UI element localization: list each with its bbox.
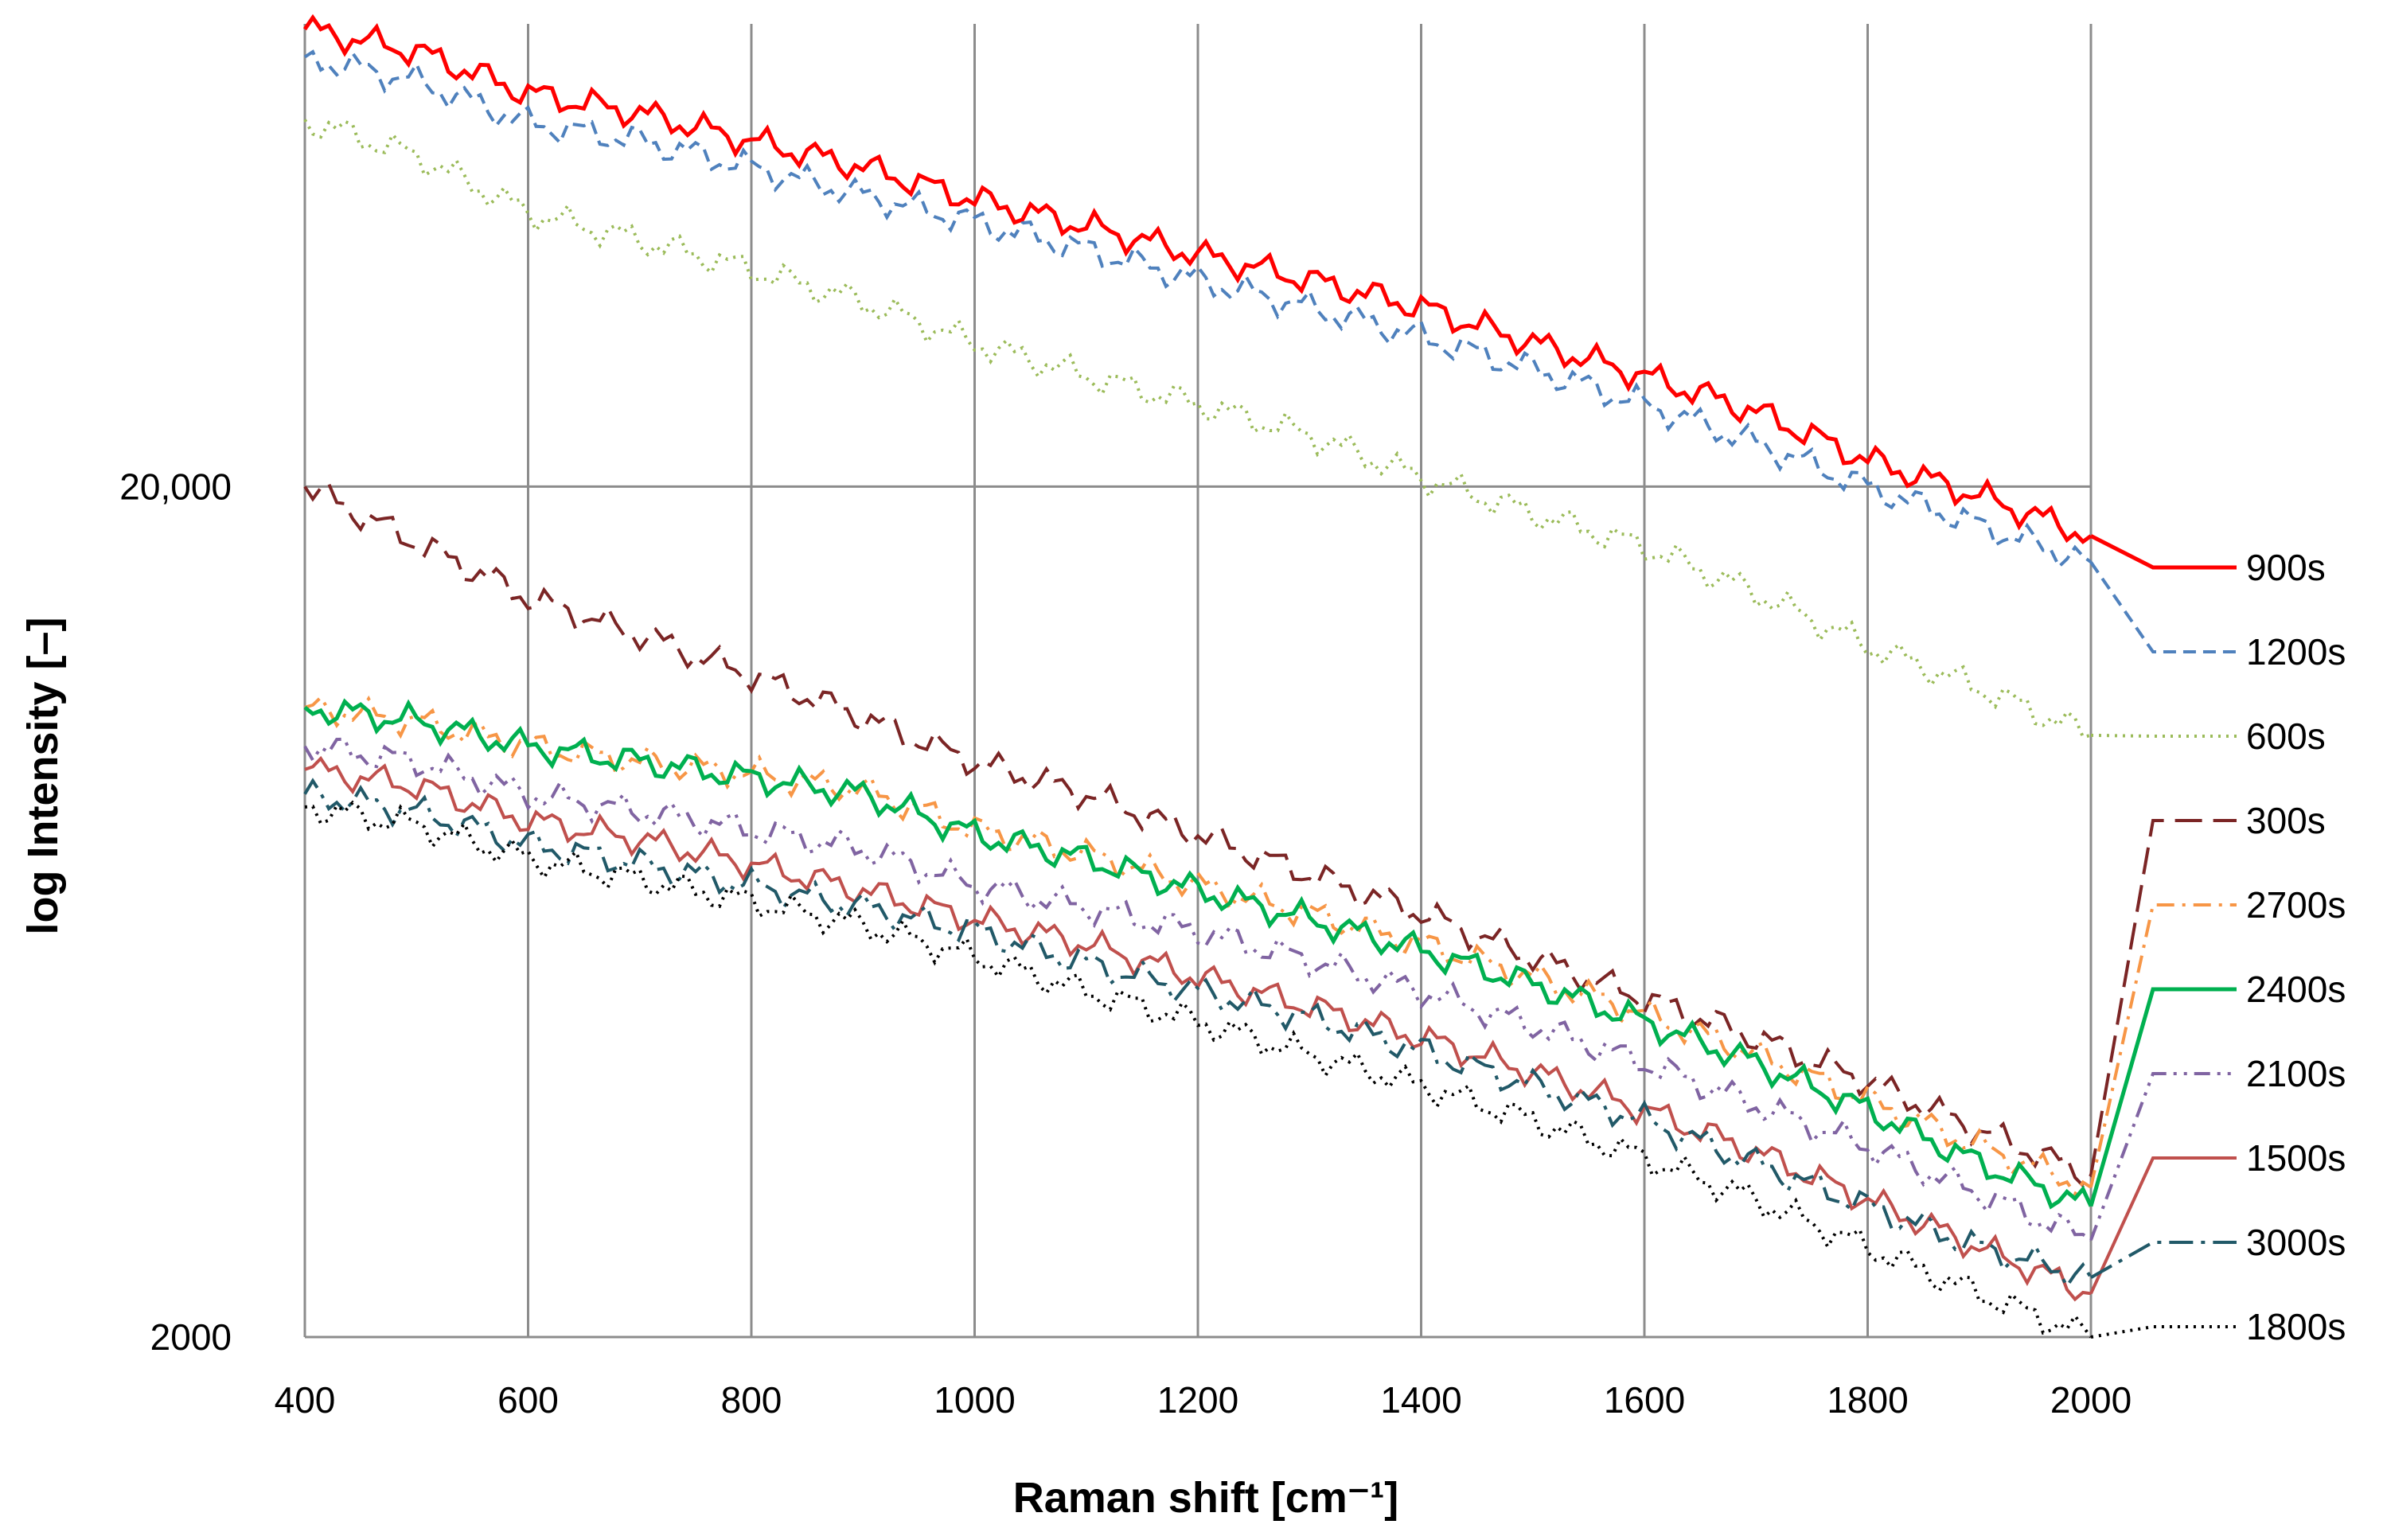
x-tick-label: 1400 xyxy=(1380,1379,1461,1421)
x-tick-label: 1600 xyxy=(1604,1379,1685,1421)
x-axis-title: Raman shift [cm⁻¹] xyxy=(1013,1474,1399,1522)
legend-leader-1500s xyxy=(2089,1156,2237,1295)
legend-leader-3000s xyxy=(2090,1241,2237,1279)
x-tick-label: 2000 xyxy=(2050,1379,2132,1421)
legend-leader-lines xyxy=(2089,534,2237,1339)
series-line-2700s xyxy=(304,695,2093,1197)
legend-label-900s: 900s xyxy=(2246,547,2326,588)
legend-label-1200s: 1200s xyxy=(2246,631,2346,673)
legend-leader-1200s xyxy=(2089,561,2237,653)
series-line-1200s xyxy=(303,49,2093,570)
x-tick-label: 1200 xyxy=(1157,1379,1238,1421)
series-line-1800s xyxy=(304,800,2093,1339)
x-tick-label: 400 xyxy=(275,1379,336,1421)
axes xyxy=(303,24,2091,1339)
legend-label-300s: 300s xyxy=(2246,800,2326,841)
legend-label-1800s: 1800s xyxy=(2246,1306,2346,1347)
series-line-2400s xyxy=(303,698,2093,1210)
legend-leader-300s xyxy=(2089,819,2237,1175)
tick-labels: 400 600 800 1000 1200 1400 1600 1800 2000 20,000 2… xyxy=(119,466,2132,1421)
x-tick-label: 1800 xyxy=(1827,1379,1908,1421)
legend-label-2400s: 2400s xyxy=(2246,969,2346,1010)
legend: 900s 1200s 600s 300s 2700s 2400s 2100s 1500s 300… xyxy=(2246,547,2346,1347)
legend-label-600s: 600s xyxy=(2246,715,2326,757)
series-line-3000s xyxy=(303,778,2093,1289)
series-line-900s xyxy=(302,14,2093,544)
legend-leader-900s xyxy=(2089,534,2237,570)
legend-leader-2100s xyxy=(2089,1072,2237,1241)
legend-leader-2700s xyxy=(2089,903,2237,1188)
series-line-2100s xyxy=(303,737,2093,1242)
x-tick-label: 600 xyxy=(497,1379,559,1421)
legend-label-3000s: 3000s xyxy=(2246,1222,2346,1263)
x-tick-label: 1000 xyxy=(934,1379,1015,1421)
y-tick-label: 2000 xyxy=(150,1316,232,1358)
legend-label-1500s: 1500s xyxy=(2246,1137,2346,1179)
series-lines xyxy=(302,14,2093,1339)
y-axis-title: log Intensity [–] xyxy=(19,617,67,934)
x-tick-label: 800 xyxy=(721,1379,782,1421)
legend-label-2100s: 2100s xyxy=(2246,1053,2346,1094)
legend-label-2700s: 2700s xyxy=(2246,884,2346,926)
legend-leader-2400s xyxy=(2089,987,2237,1207)
y-tick-label: 20,000 xyxy=(119,466,232,507)
series-line-300s xyxy=(303,481,2093,1188)
